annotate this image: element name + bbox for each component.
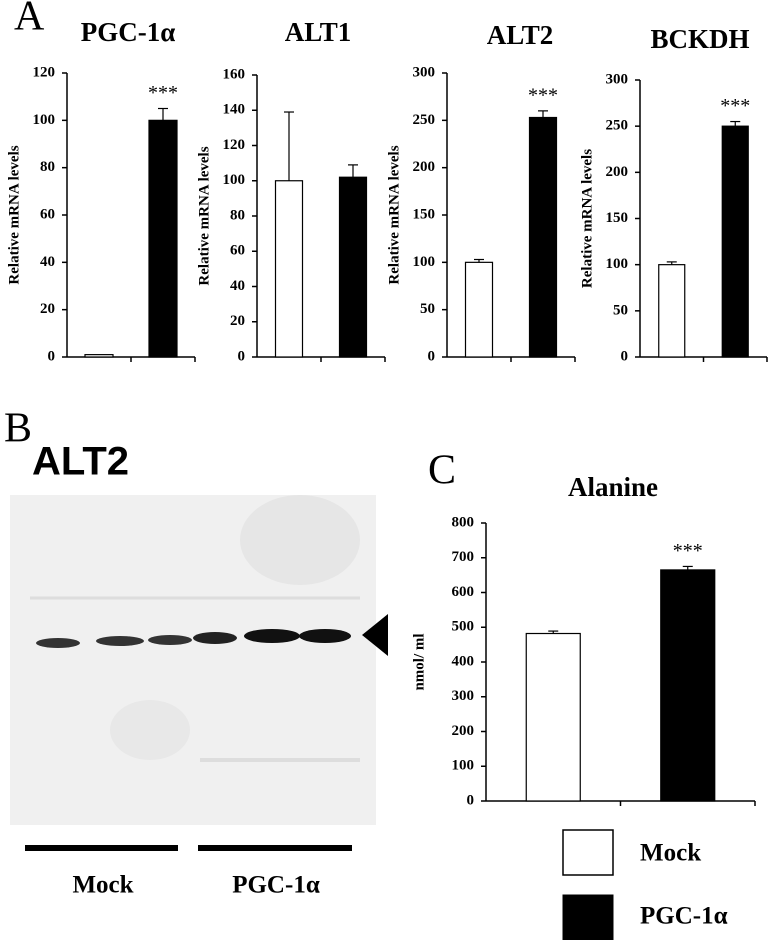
y-tick-label: 120 [223, 137, 246, 153]
y-tick-label: 200 [413, 159, 436, 175]
bar [528, 116, 558, 358]
chart-title: ALT1 [285, 17, 352, 47]
bar [338, 176, 368, 358]
y-tick-label: 800 [452, 514, 475, 530]
bar [464, 261, 494, 358]
y-tick-label: 40 [230, 278, 245, 294]
bar [274, 180, 304, 358]
y-tick-label: 250 [413, 112, 436, 128]
y-tick-label: 100 [606, 256, 629, 272]
y-tick-label: 300 [413, 64, 436, 80]
y-tick-label: 150 [606, 210, 629, 226]
y-tick-label: 100 [413, 254, 436, 270]
chart-title: Alanine [568, 472, 658, 502]
bar [660, 569, 716, 802]
chart-title: PGC-1α [81, 17, 176, 47]
legend-swatch [562, 829, 614, 876]
y-tick-label: 50 [420, 301, 435, 317]
bar [721, 125, 749, 358]
y-tick-label: 40 [40, 254, 55, 270]
significance-label: *** [528, 84, 558, 106]
lane-label: Mock [72, 872, 133, 899]
y-tick-label: 0 [238, 348, 246, 364]
y-tick-label: 20 [230, 313, 245, 329]
y-tick-label: 600 [452, 584, 475, 600]
chart-title: ALT2 [487, 20, 554, 50]
bar [148, 119, 178, 358]
y-tick-label: 50 [613, 302, 628, 318]
lane-label: PGC-1α [232, 872, 320, 899]
bar [525, 632, 581, 802]
panel-label: B [4, 406, 32, 452]
y-tick-label: 100 [223, 172, 246, 188]
y-tick-label: 250 [606, 118, 629, 134]
y-tick-label: 200 [452, 723, 475, 739]
y-axis-label: nmol/ ml [411, 633, 427, 690]
panel-label: C [428, 448, 456, 494]
bar [84, 354, 114, 358]
significance-label: *** [148, 82, 178, 104]
y-tick-label: 60 [230, 243, 245, 259]
y-tick-label: 80 [40, 159, 55, 175]
y-tick-label: 0 [428, 348, 436, 364]
y-tick-label: 0 [467, 792, 475, 808]
y-tick-label: 60 [40, 206, 55, 222]
legend-label: Mock [640, 840, 701, 867]
y-tick-label: 80 [230, 207, 245, 223]
y-tick-label: 160 [223, 66, 246, 82]
y-tick-label: 200 [606, 164, 629, 180]
legend-label: PGC-1α [640, 903, 728, 930]
y-axis-label: Relative mRNA levels [6, 145, 22, 284]
y-tick-label: 300 [606, 71, 629, 87]
significance-label: *** [673, 540, 703, 562]
y-tick-label: 100 [33, 112, 56, 128]
bar [658, 264, 686, 358]
y-tick-label: 0 [48, 348, 56, 364]
chart-title: BCKDH [650, 24, 749, 54]
y-tick-label: 100 [452, 758, 475, 774]
western-blot [10, 495, 388, 825]
y-tick-label: 20 [40, 301, 55, 317]
y-tick-label: 500 [452, 619, 475, 635]
panel-label: A [14, 0, 45, 40]
blot-title: ALT2 [32, 440, 129, 484]
significance-label: *** [720, 95, 750, 117]
y-tick-label: 400 [452, 653, 475, 669]
y-tick-label: 140 [223, 102, 246, 118]
legend-swatch [562, 894, 614, 940]
y-tick-label: 120 [33, 64, 56, 80]
y-axis-label: Relative mRNA levels [196, 146, 212, 285]
y-axis-label: Relative mRNA levels [386, 145, 402, 284]
y-tick-label: 700 [452, 549, 475, 565]
y-tick-label: 150 [413, 206, 436, 222]
y-tick-label: 0 [621, 348, 629, 364]
y-axis-label: Relative mRNA levels [579, 149, 595, 288]
y-tick-label: 300 [452, 688, 475, 704]
